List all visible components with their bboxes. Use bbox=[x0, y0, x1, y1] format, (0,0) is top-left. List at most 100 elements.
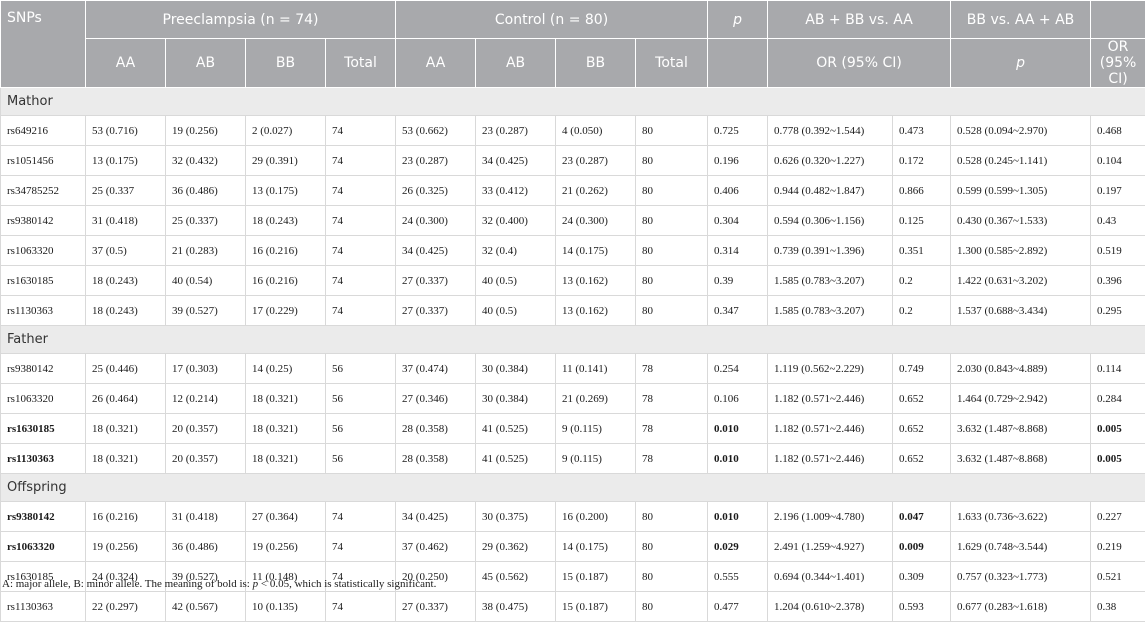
table-cell: 13 (0.175) bbox=[86, 146, 166, 176]
table-cell: 0.2 bbox=[893, 266, 951, 296]
footnote-text-1: A: major allele, B: minor allele. The me… bbox=[2, 578, 253, 590]
table-cell: 27 (0.337) bbox=[396, 266, 476, 296]
table-cell: 40 (0.5) bbox=[476, 296, 556, 326]
table-cell: 39 (0.527) bbox=[166, 296, 246, 326]
table-cell: 29 (0.362) bbox=[476, 532, 556, 562]
table-cell: 0.652 bbox=[893, 384, 951, 414]
table-cell: 80 bbox=[636, 266, 708, 296]
table-cell: 0.468 bbox=[1091, 116, 1145, 146]
table-cell: 3.632 (1.487~8.868) bbox=[951, 444, 1091, 474]
table-cell: 74 bbox=[326, 236, 396, 266]
table-cell: 40 (0.54) bbox=[166, 266, 246, 296]
table-cell: 38 (0.475) bbox=[476, 592, 556, 622]
table-cell: 17 (0.303) bbox=[166, 354, 246, 384]
table-cell: 0.309 bbox=[893, 562, 951, 592]
table-cell: 20 (0.357) bbox=[166, 444, 246, 474]
table-cell: 32 (0.400) bbox=[476, 206, 556, 236]
table-cell: 74 bbox=[326, 146, 396, 176]
table-cell: 53 (0.716) bbox=[86, 116, 166, 146]
table-cell: 14 (0.25) bbox=[246, 354, 326, 384]
table-cell: 74 bbox=[326, 532, 396, 562]
snp-cell: rs1130363 bbox=[1, 444, 86, 474]
table-cell: 0.005 bbox=[1091, 444, 1145, 474]
table-cell: 80 bbox=[636, 532, 708, 562]
table-cell: 18 (0.243) bbox=[246, 206, 326, 236]
table-cell: 0.725 bbox=[708, 116, 768, 146]
table-cell: 4 (0.050) bbox=[556, 116, 636, 146]
table-cell: 0.652 bbox=[893, 444, 951, 474]
table-cell: 1.537 (0.688~3.434) bbox=[951, 296, 1091, 326]
snp-cell: rs34785252 bbox=[1, 176, 86, 206]
table-cell: 0.555 bbox=[708, 562, 768, 592]
col-header-pe-ab: AB bbox=[166, 39, 246, 88]
table-cell: 74 bbox=[326, 206, 396, 236]
table-cell: 15 (0.187) bbox=[556, 562, 636, 592]
table-cell: 2.196 (1.009~4.780) bbox=[768, 502, 893, 532]
table-cell: 1.119 (0.562~2.229) bbox=[768, 354, 893, 384]
table-cell: 0.172 bbox=[893, 146, 951, 176]
footnote: A: major allele, B: minor allele. The me… bbox=[2, 578, 436, 590]
table-cell: 0.477 bbox=[708, 592, 768, 622]
table-cell: 30 (0.384) bbox=[476, 354, 556, 384]
snp-cell: rs649216 bbox=[1, 116, 86, 146]
table-cell: 13 (0.175) bbox=[246, 176, 326, 206]
group-label: Father bbox=[1, 326, 1145, 354]
table-cell: 26 (0.464) bbox=[86, 384, 166, 414]
table-cell: 36 (0.486) bbox=[166, 176, 246, 206]
footnote-text-2: < 0.05, which is statistically significa… bbox=[258, 578, 436, 590]
table-cell: 26 (0.325) bbox=[396, 176, 476, 206]
table-cell: 0.227 bbox=[1091, 502, 1145, 532]
table-cell: 80 bbox=[636, 146, 708, 176]
table-cell: 0.519 bbox=[1091, 236, 1145, 266]
table-cell: 37 (0.474) bbox=[396, 354, 476, 384]
table-cell: 42 (0.567) bbox=[166, 592, 246, 622]
table-cell: 0.739 (0.391~1.396) bbox=[768, 236, 893, 266]
table-cell: 1.585 (0.783~3.207) bbox=[768, 296, 893, 326]
table-cell: 0.521 bbox=[1091, 562, 1145, 592]
table-cell: 0.010 bbox=[708, 444, 768, 474]
table-cell: 16 (0.216) bbox=[86, 502, 166, 532]
table-cell: 1.422 (0.631~3.202) bbox=[951, 266, 1091, 296]
table-cell: 53 (0.662) bbox=[396, 116, 476, 146]
table-cell: 10 (0.135) bbox=[246, 592, 326, 622]
table-cell: 27 (0.364) bbox=[246, 502, 326, 532]
table-cell: 0.351 bbox=[893, 236, 951, 266]
table-cell: 2.030 (0.843~4.889) bbox=[951, 354, 1091, 384]
table-cell: 1.633 (0.736~3.622) bbox=[951, 502, 1091, 532]
group-label: Offspring bbox=[1, 474, 1145, 502]
table-cell: 9 (0.115) bbox=[556, 444, 636, 474]
table-cell: 21 (0.283) bbox=[166, 236, 246, 266]
table-cell: 34 (0.425) bbox=[396, 236, 476, 266]
table-cell: 0.528 (0.245~1.141) bbox=[951, 146, 1091, 176]
table-cell: 21 (0.262) bbox=[556, 176, 636, 206]
table-cell: 12 (0.214) bbox=[166, 384, 246, 414]
col-header-or-ci-1: OR (95% CI) bbox=[768, 39, 951, 88]
table-cell: 56 bbox=[326, 444, 396, 474]
table-cell: 0.599 (0.599~1.305) bbox=[951, 176, 1091, 206]
table-cell: 23 (0.287) bbox=[556, 146, 636, 176]
snp-cell: rs9380142 bbox=[1, 502, 86, 532]
table-cell: 18 (0.321) bbox=[86, 444, 166, 474]
col-header-bb-vs-aa-ab: BB vs. AA + AB bbox=[951, 1, 1091, 39]
table-cell: 80 bbox=[636, 296, 708, 326]
table-cell: 2 (0.027) bbox=[246, 116, 326, 146]
table-cell: 1.182 (0.571~2.446) bbox=[768, 414, 893, 444]
col-header-pe-bb: BB bbox=[246, 39, 326, 88]
table-cell: 0.254 bbox=[708, 354, 768, 384]
table-cell: 11 (0.141) bbox=[556, 354, 636, 384]
snp-cell: rs1130363 bbox=[1, 592, 86, 622]
table-cell: 0.39 bbox=[708, 266, 768, 296]
col-header-p-blank bbox=[708, 39, 768, 88]
table-cell: 37 (0.462) bbox=[396, 532, 476, 562]
table-cell: 15 (0.187) bbox=[556, 592, 636, 622]
table-cell: 28 (0.358) bbox=[396, 414, 476, 444]
table-cell: 24 (0.300) bbox=[396, 206, 476, 236]
table-cell: 0.2 bbox=[893, 296, 951, 326]
table-cell: 40 (0.5) bbox=[476, 266, 556, 296]
snp-cell: rs1063320 bbox=[1, 532, 86, 562]
col-header-or-ci-2: OR (95% CI) bbox=[1091, 39, 1145, 88]
